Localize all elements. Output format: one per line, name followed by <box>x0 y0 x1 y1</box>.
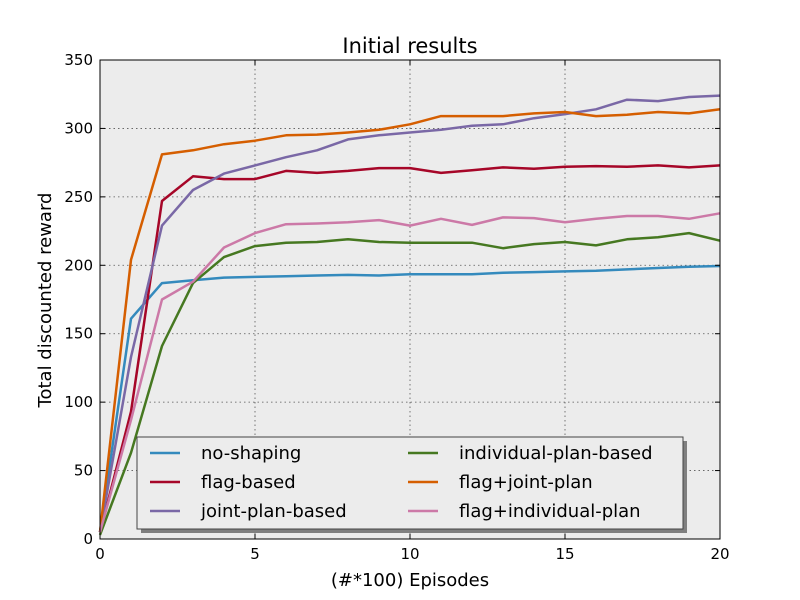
x-tick-label: 0 <box>95 545 105 563</box>
x-tick-label: 15 <box>555 545 574 563</box>
y-tick-label: 200 <box>64 256 93 274</box>
y-tick-label: 300 <box>64 119 93 137</box>
y-tick-label: 250 <box>64 188 93 206</box>
legend-label: individual-plan-based <box>459 443 653 464</box>
y-axis-label: Total discounted reward <box>35 193 56 409</box>
legend-label: joint-plan-based <box>200 501 347 522</box>
legend-label: no-shaping <box>201 443 301 464</box>
y-tick-label: 150 <box>64 325 93 343</box>
y-tick-label: 50 <box>74 462 93 480</box>
legend: no-shaping flag-based joint-plan-based indi… <box>137 437 687 533</box>
x-tick-label: 20 <box>710 545 729 563</box>
x-tick-label: 10 <box>400 545 419 563</box>
y-tick-label: 0 <box>83 530 93 548</box>
y-tick-label: 100 <box>64 393 93 411</box>
x-tick-label: 5 <box>250 545 260 563</box>
x-axis-label: (#*100) Episodes <box>331 570 489 591</box>
legend-label: flag+individual-plan <box>459 501 641 522</box>
chart-title: Initial results <box>342 34 477 58</box>
legend-label: flag-based <box>201 472 296 493</box>
legend-label: flag+joint-plan <box>459 472 593 493</box>
y-tick-label: 350 <box>64 51 93 69</box>
